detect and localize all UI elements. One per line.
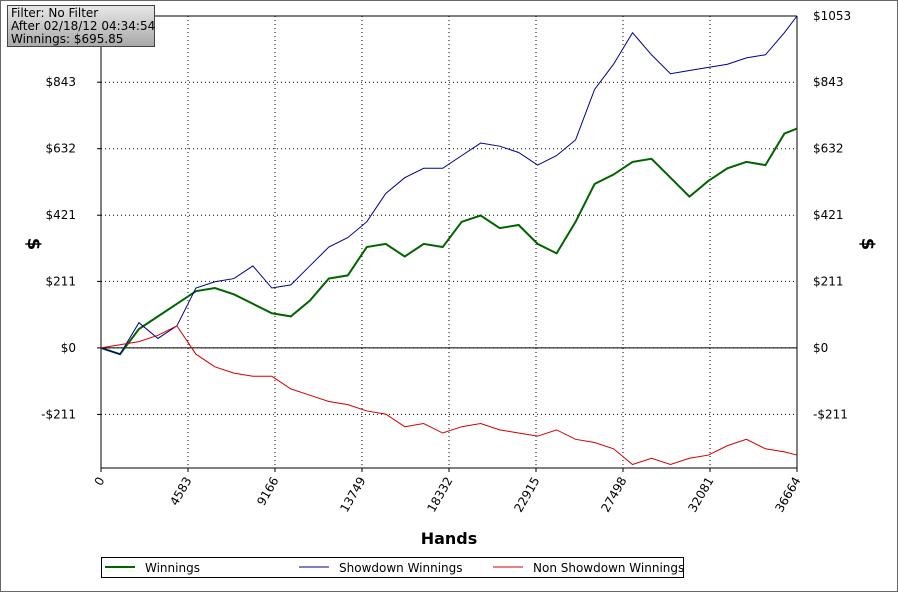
legend-label: Showdown Winnings [339, 561, 463, 575]
x-axis-title: Hands [421, 529, 478, 548]
info-filter: Filter: No Filter [11, 6, 98, 20]
series-line [100, 325, 798, 466]
y2-tick-label: $0 [813, 341, 828, 355]
y-tick-label: $421 [45, 208, 76, 222]
y2-tick-label: $211 [813, 274, 844, 288]
info-date: After 02/18/12 04:34:54 [11, 19, 155, 33]
series-line [100, 127, 798, 356]
y2-tick-label: $421 [813, 208, 844, 222]
y-tick-label: -$211 [41, 407, 76, 421]
y2-tick-label: $632 [813, 142, 844, 156]
legend-label: Non Showdown Winnings [533, 561, 684, 575]
y2-tick-label: $843 [813, 75, 844, 89]
y-tick-label: $843 [45, 75, 76, 89]
y2-tick-label: $1053 [813, 9, 851, 23]
legend-items: Winnings Showdown Winnings Non Showdown Wi… [105, 561, 684, 575]
y2-axis-title: $ [857, 238, 878, 251]
y2-tick-label: -$211 [813, 407, 848, 421]
y-axis-title: $ [23, 238, 44, 251]
series-line [100, 15, 798, 355]
legend [101, 557, 684, 578]
y-tick-label: $211 [45, 274, 76, 288]
legend-label: Winnings [145, 561, 200, 575]
info-winnings: Winnings: $695.85 [11, 32, 123, 46]
info-box [7, 5, 155, 47]
y-tick-label: $0 [61, 341, 76, 355]
y-tick-label: $632 [45, 142, 76, 156]
